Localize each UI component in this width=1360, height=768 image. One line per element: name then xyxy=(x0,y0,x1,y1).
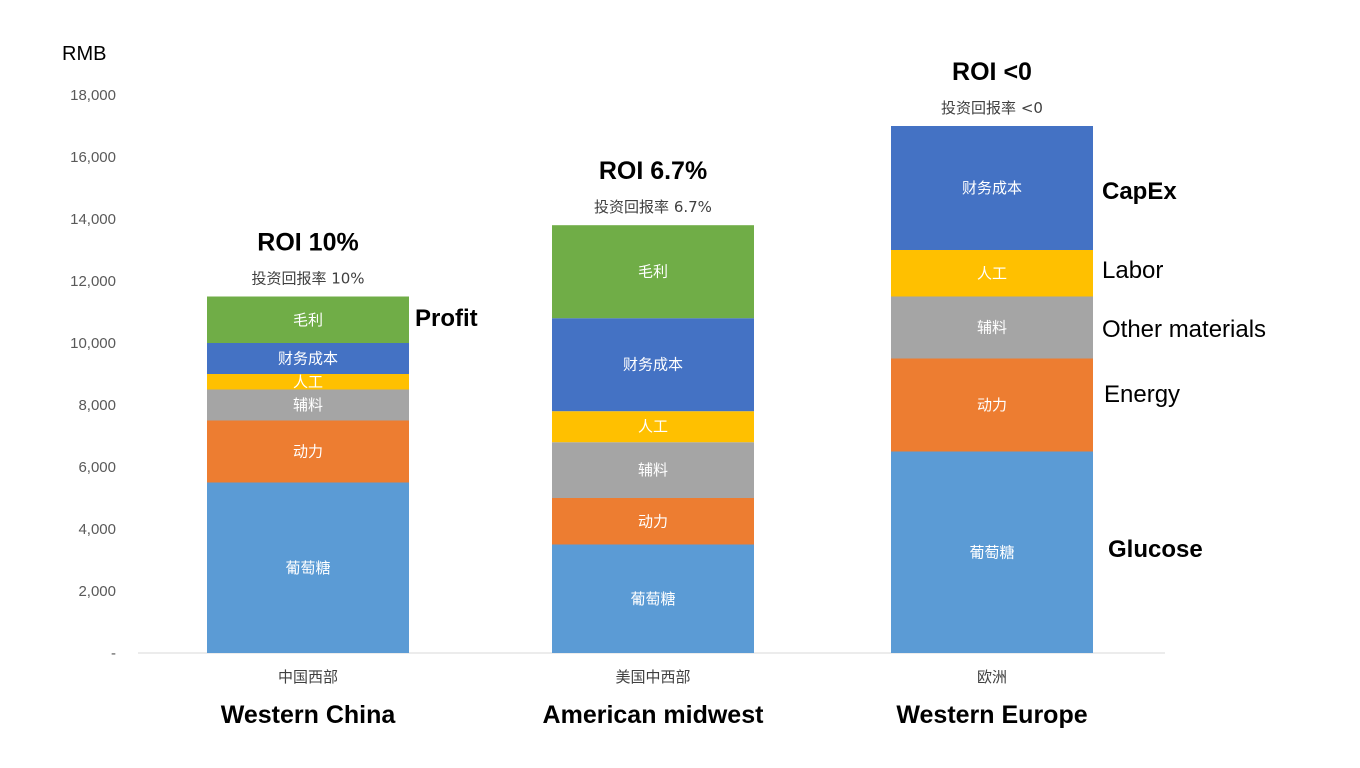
bar-segment xyxy=(891,250,1093,297)
bar-segment xyxy=(207,296,409,343)
bar-segment-label: 动力 xyxy=(638,512,668,530)
bar-segment xyxy=(207,374,409,390)
annotation-other-materials: Other materials xyxy=(1102,316,1266,343)
y-axis-ticks: - 2,000 4,000 6,000 8,000 10,000 12,000 14,000 1… xyxy=(70,87,116,662)
category-label-en: Western Europe xyxy=(896,701,1087,729)
annotation-energy: Energy xyxy=(1104,381,1180,408)
y-tick-label: 16,000 xyxy=(70,149,116,166)
annotation-labor: Labor xyxy=(1102,257,1163,284)
bar-segment-label: 毛利 xyxy=(293,311,323,329)
bar-segment-label: 动力 xyxy=(977,396,1007,414)
y-axis-unit-label: RMB xyxy=(62,43,106,65)
bar-segment xyxy=(207,343,409,374)
bar-segment xyxy=(552,498,754,545)
bar-segment xyxy=(891,126,1093,250)
bar-segment-label: 葡萄糖 xyxy=(630,590,675,608)
roi-subtitle: 投资回报率 10% xyxy=(251,270,364,288)
bar-segment xyxy=(207,389,409,421)
category-label-en: Western China xyxy=(221,701,397,729)
y-tick-label: 6,000 xyxy=(78,459,116,476)
bar-segment-label: 动力 xyxy=(293,443,323,461)
bar-segment xyxy=(552,544,754,653)
bar-segment xyxy=(552,442,754,498)
bar-segment xyxy=(552,411,754,443)
bar-segment xyxy=(891,451,1093,653)
y-tick-label: 14,000 xyxy=(70,211,116,228)
category-label: 中国西部 xyxy=(278,668,338,686)
roi-title: ROI 10% xyxy=(257,229,358,257)
bar-segment xyxy=(552,318,754,412)
roi-title: ROI <0 xyxy=(952,58,1032,86)
roi-labels: ROI 10% 投资回报率 10% ROI 6.7% 投资回报率 6.7% ROI <0… xyxy=(251,58,1043,288)
annotation-capex: CapEx xyxy=(1102,178,1177,205)
bar-segment-label: 人工 xyxy=(293,373,323,391)
y-tick-label: - xyxy=(111,645,116,662)
bar-segment-label: 辅料 xyxy=(977,319,1007,337)
y-tick-label: 8,000 xyxy=(78,397,116,414)
bar-segment xyxy=(552,225,754,319)
bar-segment-label: 辅料 xyxy=(638,461,668,479)
category-labels: 中国西部 Western China 美国中西部 American midwest 欧洲… xyxy=(221,668,1088,729)
category-label: 欧洲 xyxy=(977,668,1007,686)
bar-segment-label: 葡萄糖 xyxy=(969,543,1014,561)
bar-segment-label: 辅料 xyxy=(293,396,323,414)
category-label-en: American midwest xyxy=(543,701,765,729)
bar-segment-label: 人工 xyxy=(638,418,668,436)
roi-subtitle: 投资回报率 <0 xyxy=(941,99,1043,117)
y-tick-label: 2,000 xyxy=(78,583,116,600)
y-tick-label: 18,000 xyxy=(70,87,116,104)
roi-subtitle: 投资回报率 6.7% xyxy=(594,198,712,216)
bar-segment-label: 人工 xyxy=(977,264,1007,282)
bar-segment-label: 毛利 xyxy=(638,263,668,281)
bar-segment xyxy=(207,420,409,483)
bars-group: 葡萄糖动力辅料人工财务成本毛利葡萄糖动力辅料人工财务成本毛利葡萄糖动力辅料人工财… xyxy=(207,126,1093,653)
bar-segment-label: 财务成本 xyxy=(278,350,338,368)
annotation-profit: Profit xyxy=(415,305,478,332)
roi-title: ROI 6.7% xyxy=(599,157,707,185)
y-tick-label: 10,000 xyxy=(70,335,116,352)
bar-segment-label: 财务成本 xyxy=(962,179,1022,197)
bar-segment-label: 葡萄糖 xyxy=(285,559,330,577)
bar-segment-label: 财务成本 xyxy=(623,356,683,374)
y-tick-label: 4,000 xyxy=(78,521,116,538)
bar-segment xyxy=(207,482,409,653)
annotation-glucose: Glucose xyxy=(1108,536,1203,563)
bar-segment xyxy=(891,358,1093,452)
y-tick-label: 12,000 xyxy=(70,273,116,290)
bar-segment xyxy=(891,296,1093,359)
category-label: 美国中西部 xyxy=(615,668,690,686)
